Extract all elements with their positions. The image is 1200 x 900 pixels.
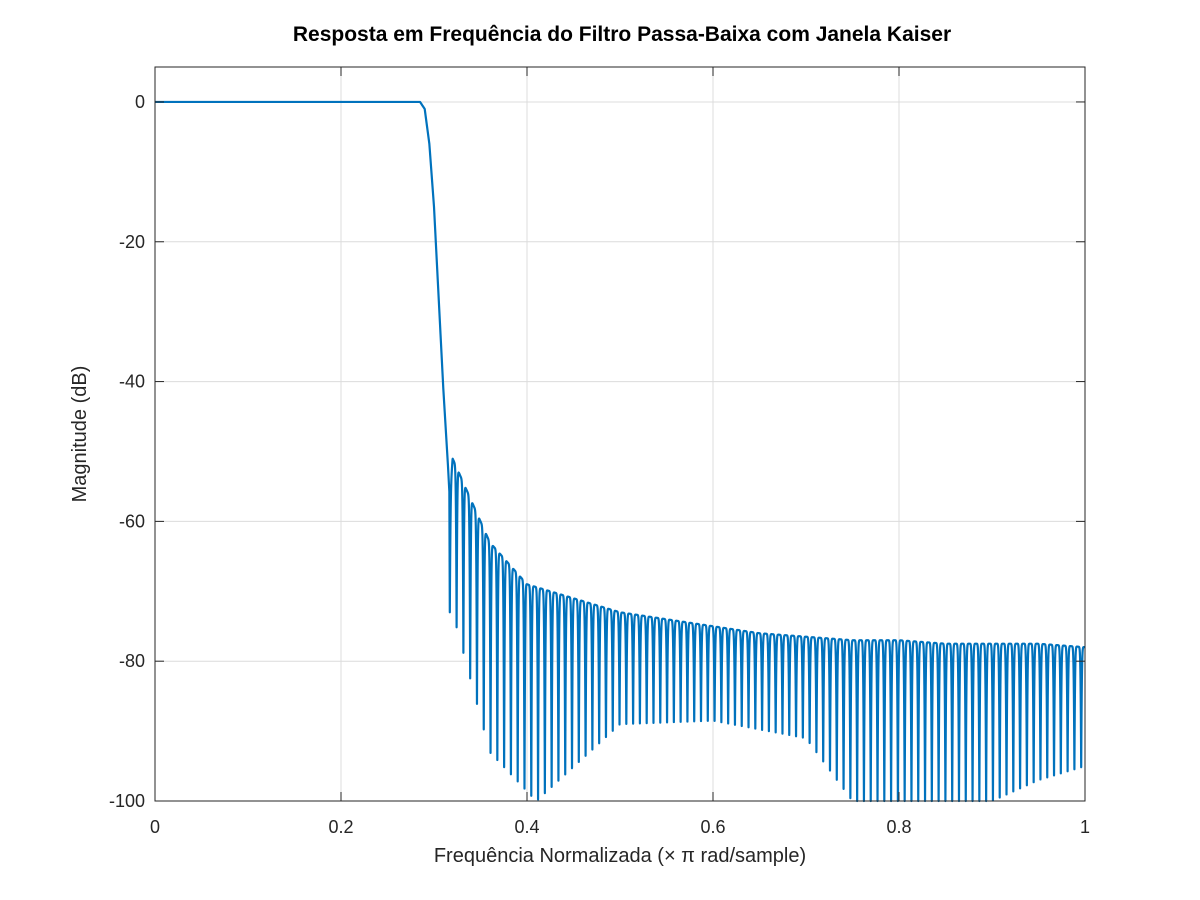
- y-tick-label: -80: [119, 651, 145, 671]
- x-tick-label: 0.2: [328, 817, 353, 837]
- x-tick-label: 0.8: [886, 817, 911, 837]
- chart-title: Resposta em Frequência do Filtro Passa-B…: [293, 23, 951, 46]
- y-tick-label: 0: [135, 92, 145, 112]
- y-tick-label: -20: [119, 232, 145, 252]
- x-tick-label: 0: [150, 817, 160, 837]
- series-layer: [154, 100, 1086, 803]
- x-tick-label: 0.6: [700, 817, 725, 837]
- y-tick-label: -60: [119, 511, 145, 531]
- x-axis-label: Frequência Normalizada (× π rad/sample): [434, 845, 806, 867]
- y-axis-label: Magnitude (dB): [69, 366, 91, 503]
- tick-labels: 0 0.2 0.4 0.6 0.8 1 0 -20 -40 -60 -80 -100: [109, 92, 1090, 837]
- x-tick-label: 1: [1080, 817, 1090, 837]
- x-tick-label: 0.4: [514, 817, 539, 837]
- y-tick-label: -100: [109, 791, 145, 811]
- axes-box: [154, 66, 1086, 802]
- y-tick-label: -40: [119, 372, 145, 392]
- ticks: [154, 67, 1086, 802]
- magnitude-response-line: [154, 100, 1086, 803]
